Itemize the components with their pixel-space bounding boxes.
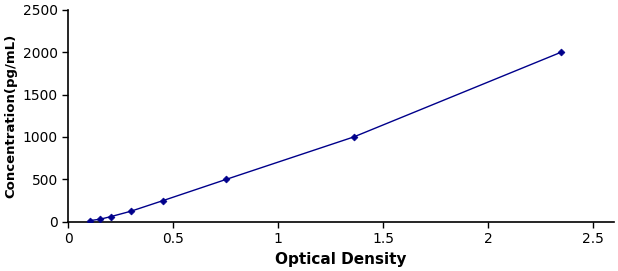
Y-axis label: Concentration(pg/mL): Concentration(pg/mL) xyxy=(4,34,17,198)
X-axis label: Optical Density: Optical Density xyxy=(275,252,407,267)
